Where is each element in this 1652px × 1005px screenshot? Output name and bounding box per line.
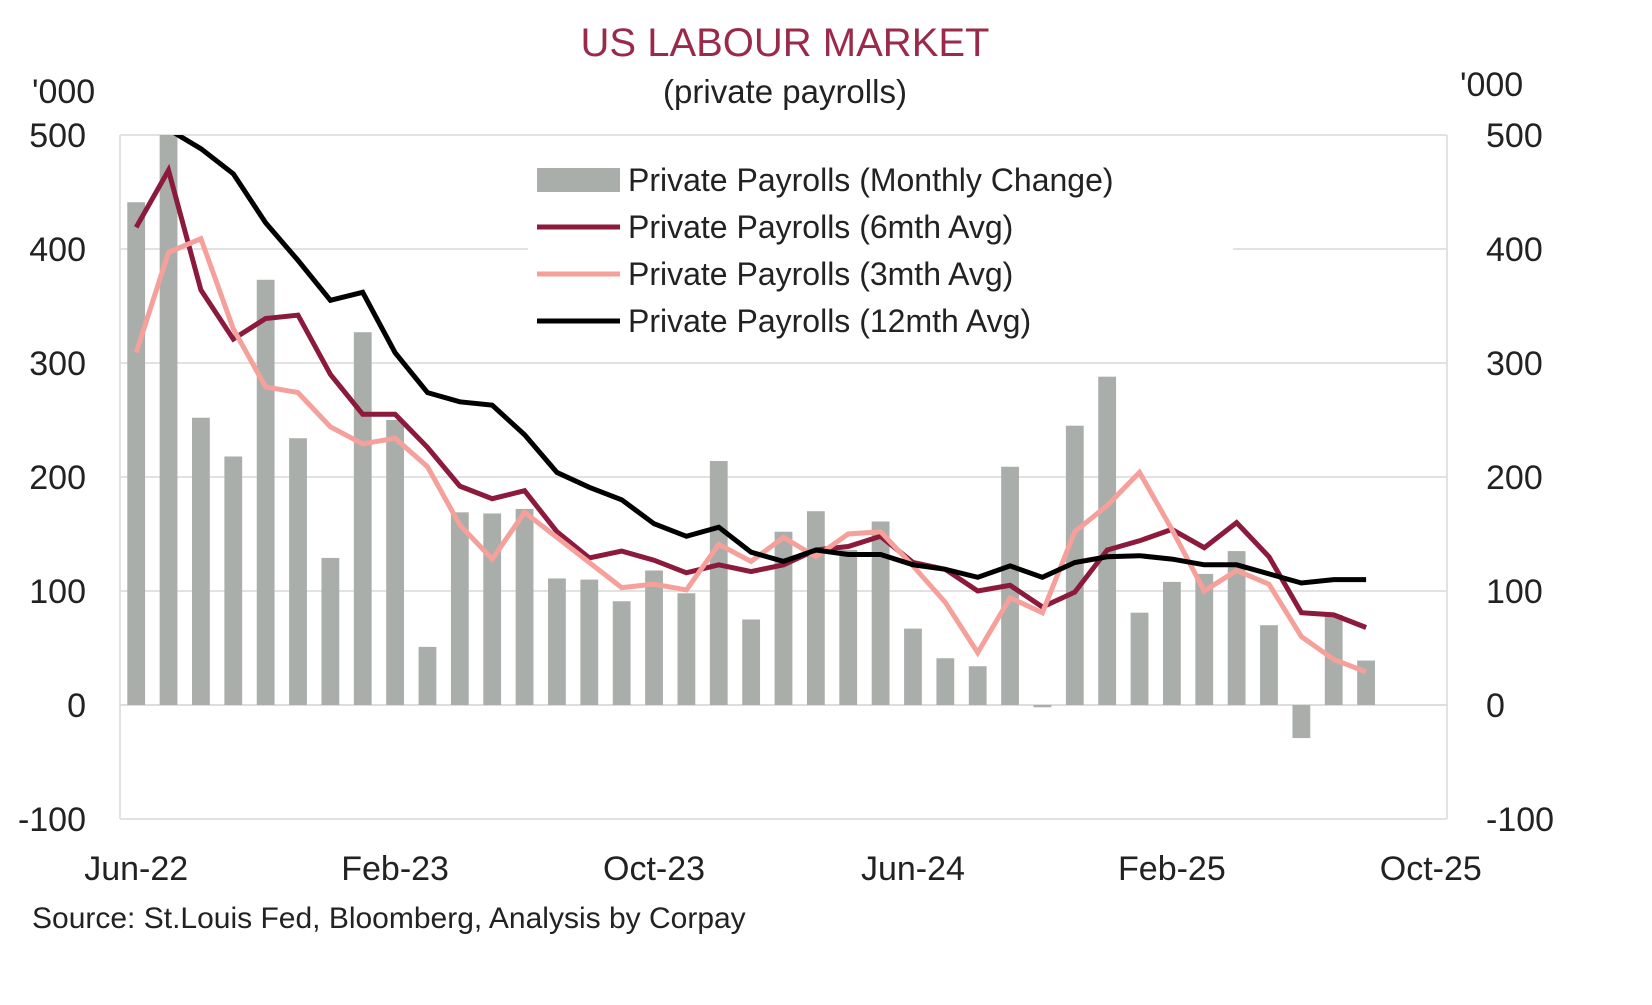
y-tick-label-left: -100 bbox=[18, 801, 86, 839]
y-tick-label-left: 300 bbox=[29, 345, 86, 383]
x-tick-label: Oct-23 bbox=[603, 850, 705, 888]
bar-Nov-23 bbox=[678, 593, 696, 705]
bar-Jul-24 bbox=[936, 658, 954, 705]
y-tick-label-left: 400 bbox=[29, 231, 86, 269]
bar-Mar-24 bbox=[807, 511, 825, 705]
x-tick-label: Jun-24 bbox=[861, 850, 965, 888]
y-tick-label-right: 300 bbox=[1486, 345, 1543, 383]
bar-Apr-23 bbox=[451, 512, 469, 705]
bar-Jul-23 bbox=[548, 578, 566, 705]
chart-title: US LABOUR MARKET bbox=[581, 21, 990, 65]
y-tick-label-right: 500 bbox=[1486, 117, 1543, 155]
legend-label: Private Payrolls (Monthly Change) bbox=[628, 162, 1114, 198]
y-tick-label-left: 100 bbox=[29, 573, 86, 611]
legend-label: Private Payrolls (12mth Avg) bbox=[628, 303, 1031, 339]
bar-Sep-22 bbox=[224, 456, 242, 705]
x-tick-label: Jun-22 bbox=[84, 850, 188, 888]
bar-Jan-23 bbox=[354, 332, 372, 705]
bar-Jul-22 bbox=[160, 124, 178, 705]
x-axis: Jun-22 Feb-23 Oct-23 Jun-24 Feb-25 Oct-25 bbox=[84, 850, 1482, 888]
bar-Dec-22 bbox=[321, 558, 339, 705]
bar-Feb-25 bbox=[1163, 582, 1181, 705]
y-tick-label-left: 500 bbox=[29, 117, 86, 155]
bar-Oct-24 bbox=[1034, 705, 1052, 707]
y-tick-label-left: 200 bbox=[29, 459, 86, 497]
bar-Jun-22 bbox=[127, 202, 145, 705]
y-tick-label-right: -100 bbox=[1486, 801, 1554, 839]
x-tick-label: Feb-23 bbox=[341, 850, 449, 888]
y-tick-label-right: 0 bbox=[1486, 687, 1505, 725]
legend: Private Payrolls (Monthly Change) Private… bbox=[528, 155, 1233, 345]
bar-Aug-23 bbox=[580, 580, 598, 705]
bar-Feb-23 bbox=[386, 420, 404, 705]
legend-swatch-bar bbox=[537, 168, 620, 192]
y-tick-label-right: 100 bbox=[1486, 573, 1543, 611]
bar-Mar-23 bbox=[419, 647, 437, 705]
source-note: Source: St.Louis Fed, Bloomberg, Analysi… bbox=[32, 902, 746, 935]
bar-Dec-24 bbox=[1098, 377, 1116, 705]
bar-Oct-23 bbox=[645, 570, 663, 705]
bar-Jun-24 bbox=[904, 629, 922, 705]
bar-Apr-24 bbox=[839, 550, 857, 705]
x-tick-label: Feb-25 bbox=[1118, 850, 1226, 888]
bar-Jan-24 bbox=[742, 620, 760, 706]
bar-May-25 bbox=[1260, 625, 1278, 705]
bar-Jun-25 bbox=[1292, 705, 1310, 738]
chart-subtitle: (private payrolls) bbox=[663, 73, 907, 110]
bar-Sep-23 bbox=[613, 601, 631, 705]
x-tick-label: Oct-25 bbox=[1380, 850, 1482, 888]
bar-May-23 bbox=[483, 513, 501, 705]
y-axis-left: 500 400 300 200 100 0 -100 bbox=[18, 117, 86, 839]
bar-Dec-23 bbox=[710, 461, 728, 705]
legend-label: Private Payrolls (3mth Avg) bbox=[628, 256, 1013, 292]
bar-May-24 bbox=[872, 521, 890, 705]
y-tick-label-right: 400 bbox=[1486, 231, 1543, 269]
legend-label: Private Payrolls (6mth Avg) bbox=[628, 209, 1013, 245]
y-tick-label-right: 200 bbox=[1486, 459, 1543, 497]
bar-Oct-22 bbox=[257, 280, 275, 705]
bar-Nov-22 bbox=[289, 438, 307, 705]
y-axis-unit-right: '000 bbox=[1460, 66, 1523, 104]
bar-Jun-23 bbox=[516, 509, 534, 705]
bar-Aug-24 bbox=[969, 666, 987, 705]
bar-Aug-22 bbox=[192, 418, 210, 705]
y-axis-unit-left: '000 bbox=[32, 73, 95, 111]
bar-Jan-25 bbox=[1131, 613, 1149, 705]
y-tick-label-left: 0 bbox=[67, 687, 86, 725]
y-axis-right: 500 400 300 200 100 0 -100 bbox=[1486, 117, 1554, 839]
